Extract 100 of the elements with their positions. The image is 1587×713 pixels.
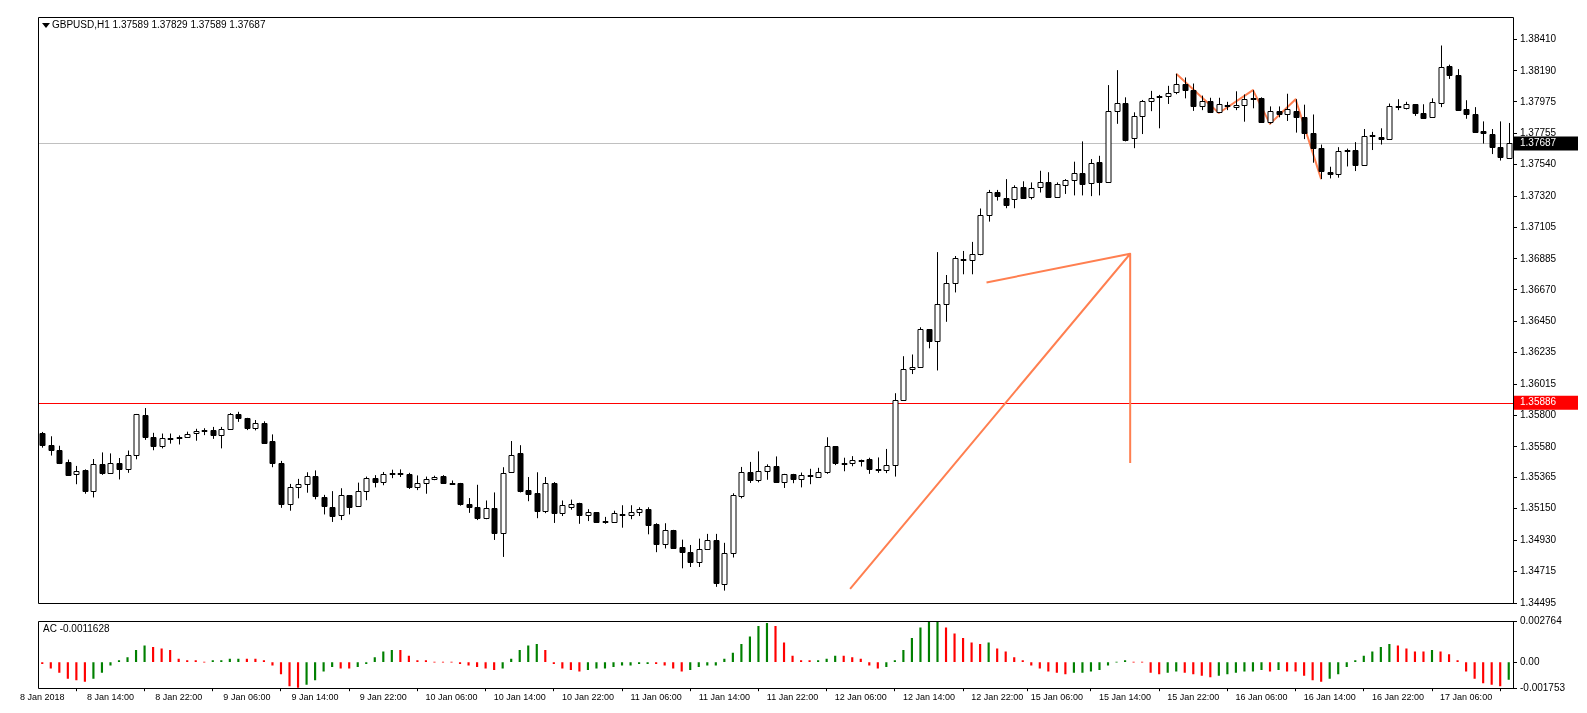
- x-tick-label: 9 Jan 14:00: [291, 692, 339, 703]
- bar: [1234, 662, 1237, 673]
- bar: [1490, 662, 1493, 685]
- bar: [782, 642, 786, 662]
- bar: [979, 643, 982, 662]
- bar: [476, 662, 479, 667]
- y-tick-label: -0.001753: [1520, 681, 1566, 693]
- y-tick-label: 1.34495: [1520, 596, 1557, 608]
- bar: [1243, 662, 1246, 672]
- bar: [66, 662, 69, 679]
- bar: [936, 621, 939, 662]
- bar: [1192, 662, 1195, 675]
- x-tick-label: 12 Jan 06:00: [834, 692, 887, 703]
- x-tick-label: 11 Jan 14:00: [698, 692, 751, 703]
- bar: [919, 627, 922, 662]
- x-tick-label: 10 Jan 22:00: [561, 692, 614, 703]
- bar: [1337, 662, 1340, 675]
- bar: [348, 662, 351, 669]
- bar: [578, 662, 581, 672]
- bar: [902, 649, 905, 662]
- bar: [1328, 662, 1331, 679]
- bar: [331, 662, 334, 667]
- bar: [1013, 657, 1016, 662]
- bar: [134, 649, 138, 662]
- bar: [1004, 651, 1007, 662]
- chart-title: AC -0.0011628: [43, 623, 110, 635]
- y-tick-label: 1.35150: [1520, 502, 1557, 514]
- bar: [1183, 662, 1186, 673]
- y-tick-label: 1.35580: [1520, 440, 1557, 452]
- bar: [49, 662, 52, 669]
- bar: [1277, 662, 1280, 670]
- bar: [1499, 662, 1502, 687]
- bar: [356, 662, 359, 667]
- chart-title: GBPUSD,H1 1.37589 1.37829 1.37589 1.37687: [52, 19, 266, 31]
- bar: [152, 646, 155, 662]
- bar: [109, 662, 112, 666]
- y-tick-label: 1.37540: [1520, 158, 1557, 170]
- bar: [569, 662, 572, 670]
- x-tick-label: 16 Jan 14:00: [1303, 692, 1356, 703]
- bar: [1251, 662, 1255, 672]
- bar: [1285, 662, 1289, 672]
- bar: [1345, 662, 1348, 667]
- y-tick-label: 1.37975: [1520, 95, 1557, 107]
- y-tick-label: 1.37105: [1520, 220, 1557, 232]
- y-tick-label: 1.35800: [1520, 408, 1557, 420]
- y-tick-label: 1.37320: [1520, 190, 1557, 202]
- bar: [493, 662, 496, 670]
- bar: [765, 623, 769, 662]
- bar: [834, 655, 837, 662]
- bar: [1371, 651, 1374, 662]
- bar: [373, 657, 376, 662]
- bar: [970, 642, 973, 662]
- bar: [305, 662, 308, 685]
- bar: [689, 662, 692, 670]
- y-tick-label: 1.35365: [1520, 471, 1557, 483]
- bar: [1507, 662, 1510, 680]
- bar: [1038, 662, 1041, 669]
- bar: [757, 626, 760, 662]
- bar: [1379, 646, 1382, 662]
- bar: [1055, 662, 1058, 673]
- bar: [484, 662, 487, 669]
- bar: [1260, 662, 1263, 670]
- bar: [1294, 662, 1297, 672]
- bar: [501, 662, 504, 669]
- bar: [390, 649, 393, 662]
- bar: [407, 655, 410, 662]
- bar: [169, 649, 172, 662]
- bar: [1047, 662, 1050, 672]
- x-tick-label: 11 Jan 06:00: [630, 692, 682, 703]
- bar: [143, 645, 146, 662]
- y-tick-label: 1.36450: [1520, 315, 1557, 327]
- x-tick-label: 16 Jan 06:00: [1235, 692, 1288, 703]
- bar: [1320, 662, 1323, 682]
- bar: [1175, 662, 1178, 672]
- bar: [1396, 645, 1399, 662]
- bar: [1473, 662, 1476, 679]
- bar: [1447, 654, 1451, 662]
- bar: [322, 662, 325, 672]
- bar: [774, 626, 777, 662]
- bar: [399, 649, 402, 662]
- bar: [1268, 662, 1272, 672]
- bar: [953, 633, 956, 662]
- bar: [791, 655, 794, 662]
- x-tick-label: 15 Jan 14:00: [1099, 692, 1152, 703]
- bar: [595, 662, 598, 669]
- bar: [544, 649, 547, 662]
- x-tick-label: 8 Jan 14:00: [86, 692, 134, 703]
- bar: [92, 662, 95, 679]
- bar: [629, 662, 632, 666]
- x-tick-label: 12 Jan 22:00: [971, 692, 1024, 703]
- y-tick-label: 1.36670: [1520, 283, 1557, 295]
- bar: [1430, 649, 1434, 662]
- bar: [612, 662, 615, 667]
- bar: [996, 648, 999, 662]
- bar: [1311, 662, 1314, 681]
- bar: [288, 662, 291, 687]
- bar: [126, 657, 129, 662]
- bar: [535, 643, 538, 662]
- bar: [1166, 662, 1169, 673]
- bar: [1209, 662, 1212, 678]
